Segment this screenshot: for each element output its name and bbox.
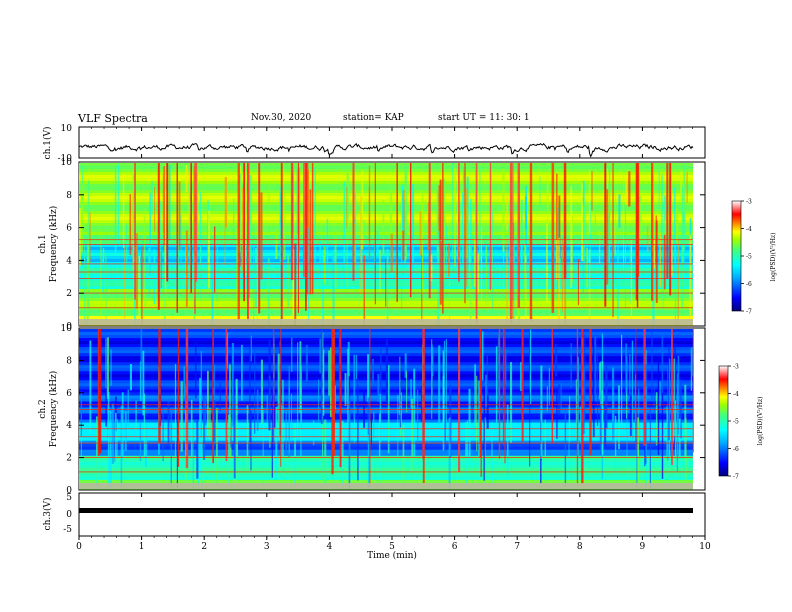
ch3-waveform-trace <box>79 508 693 513</box>
ch3-waveform-panel: 5 0 -5 ch.3(V) 0 1 2 3 4 5 6 7 8 9 10 Time (min) <box>42 127 711 561</box>
ytick-label: 2 <box>66 289 72 299</box>
ch1-colorbar: -3 -4 -5 -6 -7 log(PSD)(V²/Hz) <box>731 199 777 316</box>
colorbar-tick-label: -6 <box>733 446 739 453</box>
colorbar-tick-label: -5 <box>733 419 739 426</box>
xtick-label: 5 <box>389 542 395 552</box>
xtick-label: 9 <box>640 542 646 552</box>
station-label: station= KAP <box>343 113 404 123</box>
ch2-ylabel-frequency: Frequency (kHz) <box>48 371 59 448</box>
ch2-spectrogram-image <box>79 329 694 490</box>
ch1-ylabel-frequency: Frequency (kHz) <box>48 206 59 283</box>
ch3-ytick-mid: 0 <box>66 510 72 520</box>
ch2-colorbar-gradient <box>718 365 729 477</box>
ch2-ylabel-channel: ch.2 <box>38 399 48 418</box>
xtick-label: 0 <box>76 542 82 552</box>
colorbar-tick-label: -7 <box>746 309 752 316</box>
xtick-label: 4 <box>327 542 333 552</box>
ytick-label: 4 <box>66 256 72 266</box>
ch1-colorbar-label: log(PSD)(V²/Hz) <box>770 233 777 282</box>
xtick-label: 2 <box>201 542 207 552</box>
ch1-ytick-bottom: -10 <box>58 154 73 164</box>
xtick-label: 6 <box>452 542 458 552</box>
ch1-spectrogram-image <box>79 163 693 326</box>
ch3-ytick-top: 5 <box>66 493 72 503</box>
ytick-label: 2 <box>66 454 72 464</box>
xtick-label: 3 <box>264 542 270 552</box>
ch3-waveform-frame <box>78 492 706 537</box>
ch2-colorbar-label: log(PSD)(V²/Hz) <box>757 397 764 446</box>
date-label: Nov.30, 2020 <box>251 113 312 123</box>
ytick-label: 0 <box>66 486 72 496</box>
colorbar-tick-label: -6 <box>746 281 752 288</box>
ytick-label: 6 <box>66 224 72 234</box>
colorbar-tick-label: -7 <box>733 474 739 481</box>
ch1-ylabel-channel: ch.1 <box>38 234 48 253</box>
ch1-spectrogram-panel: 0 2 4 6 8 10 ch.1 Frequency (kHz) <box>38 158 706 332</box>
colorbar-tick-label: -3 <box>746 199 752 206</box>
ch1-waveform-panel: 10 -10 ch.1(V) <box>42 124 706 164</box>
figure-title: VLF Spectra <box>78 112 148 125</box>
x-axis-label: Time (min) <box>367 550 417 561</box>
xtick-label: 10 <box>699 542 711 552</box>
ch3-ytick-bottom: -5 <box>63 525 72 535</box>
ytick-label: 0 <box>66 322 72 332</box>
colorbar-tick-label: -4 <box>746 226 752 233</box>
ch1-waveform-trace <box>78 142 694 158</box>
ch1-ytick-top: 10 <box>61 124 73 134</box>
ch3-ylabel: ch.3(V) <box>42 498 53 531</box>
ch2-spectrogram-panel: 0 2 4 6 8 10 ch.2 Frequency (kHz) <box>38 324 706 496</box>
ch2-colorbar: -3 -4 -5 -6 -7 log(PSD)(V²/Hz) <box>718 364 764 481</box>
start-ut-label: start UT = 11: 30: 1 <box>438 113 530 123</box>
ytick-label: 4 <box>66 421 72 431</box>
ytick-label: 8 <box>66 191 72 201</box>
colorbar-tick-label: -5 <box>746 254 752 261</box>
ytick-label: 10 <box>61 324 73 334</box>
xtick-label: 8 <box>577 542 583 552</box>
ch1-ylabel: ch.1(V) <box>42 127 53 160</box>
ch1-colorbar-gradient <box>731 200 742 312</box>
colorbar-tick-label: -4 <box>733 391 739 398</box>
ch1-waveform-frame <box>78 126 706 159</box>
colorbar-tick-label: -3 <box>733 364 739 371</box>
ytick-label: 8 <box>66 356 72 366</box>
xtick-label: 1 <box>139 542 145 552</box>
xtick-label: 7 <box>514 542 520 552</box>
ytick-label: 10 <box>61 158 73 168</box>
ytick-label: 6 <box>66 389 72 399</box>
